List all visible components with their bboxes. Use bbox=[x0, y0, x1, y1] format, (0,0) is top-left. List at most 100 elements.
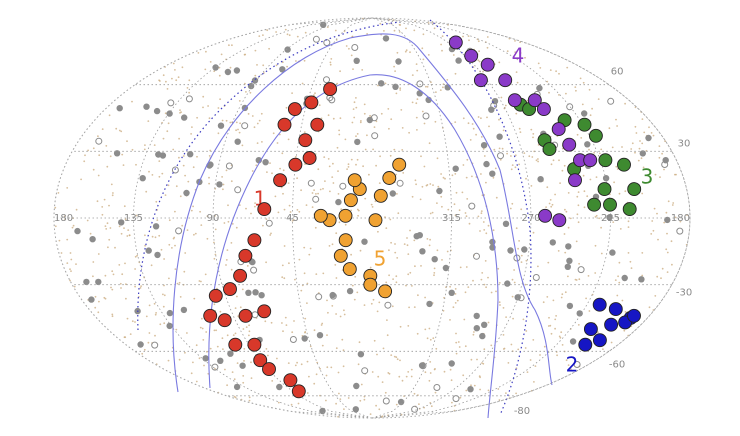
faint-source bbox=[502, 129, 505, 132]
faint-source bbox=[413, 29, 416, 32]
faint-source bbox=[429, 372, 432, 374]
faint-source bbox=[163, 322, 166, 325]
faint-source bbox=[635, 132, 638, 134]
faint-source bbox=[97, 174, 100, 177]
faint-source bbox=[356, 291, 359, 294]
faint-source bbox=[352, 108, 355, 110]
faint-source bbox=[284, 28, 287, 31]
faint-source bbox=[73, 285, 76, 288]
faint-source bbox=[204, 273, 207, 276]
source-marker bbox=[627, 308, 641, 323]
faint-source bbox=[363, 304, 366, 306]
faint-source bbox=[513, 269, 515, 271]
open-source bbox=[361, 367, 369, 375]
faint-source bbox=[214, 228, 217, 231]
faint-source bbox=[461, 191, 464, 194]
faint-source bbox=[221, 119, 224, 122]
grey-source bbox=[581, 110, 588, 117]
faint-source bbox=[585, 297, 587, 300]
faint-source bbox=[256, 122, 259, 125]
grey-source bbox=[521, 246, 528, 253]
faint-source bbox=[344, 223, 347, 226]
faint-source bbox=[168, 219, 171, 222]
faint-source bbox=[131, 148, 134, 151]
faint-source bbox=[158, 175, 161, 178]
faint-source bbox=[232, 334, 235, 336]
faint-source bbox=[458, 346, 461, 348]
source-marker bbox=[480, 57, 495, 72]
faint-source bbox=[514, 154, 517, 157]
grey-source bbox=[181, 114, 188, 121]
faint-source bbox=[123, 227, 125, 230]
faint-source bbox=[246, 265, 249, 267]
faint-source bbox=[339, 315, 342, 318]
grey-source bbox=[262, 159, 269, 166]
faint-source bbox=[454, 302, 457, 304]
faint-source bbox=[494, 167, 497, 170]
faint-source bbox=[134, 268, 137, 270]
faint-source bbox=[640, 157, 643, 160]
faint-source bbox=[426, 85, 429, 88]
faint-source bbox=[567, 364, 570, 366]
faint-source bbox=[478, 60, 481, 63]
faint-source bbox=[236, 362, 239, 364]
faint-source bbox=[611, 146, 614, 149]
group-label: 4 bbox=[512, 44, 525, 68]
faint-source bbox=[435, 91, 437, 93]
faint-source bbox=[202, 95, 205, 98]
faint-source bbox=[322, 272, 325, 275]
faint-source bbox=[145, 190, 148, 193]
grey-source bbox=[166, 322, 173, 330]
faint-source bbox=[389, 154, 392, 157]
faint-source bbox=[125, 297, 127, 300]
open-source bbox=[607, 97, 615, 105]
faint-source bbox=[199, 210, 202, 213]
grey-source bbox=[564, 263, 571, 270]
faint-source bbox=[219, 98, 222, 101]
faint-source bbox=[451, 401, 453, 404]
faint-source bbox=[235, 121, 238, 124]
grey-source bbox=[442, 264, 450, 272]
source-marker bbox=[587, 197, 602, 212]
faint-source bbox=[480, 117, 482, 120]
faint-source bbox=[225, 119, 228, 122]
grey-source bbox=[496, 133, 503, 140]
faint-source bbox=[378, 182, 381, 185]
faint-source bbox=[123, 336, 126, 339]
faint-source bbox=[381, 381, 384, 383]
faint-source bbox=[151, 235, 154, 238]
faint-source bbox=[66, 262, 69, 264]
faint-source bbox=[156, 219, 159, 222]
faint-source bbox=[313, 94, 315, 97]
faint-source bbox=[105, 228, 108, 230]
faint-source bbox=[409, 271, 412, 274]
faint-source bbox=[209, 347, 212, 350]
faint-source bbox=[524, 347, 527, 349]
faint-source bbox=[661, 267, 664, 270]
faint-source bbox=[175, 328, 178, 331]
faint-source bbox=[554, 318, 557, 321]
faint-source bbox=[296, 177, 298, 180]
faint-source bbox=[126, 317, 129, 320]
faint-source bbox=[549, 324, 552, 327]
faint-source bbox=[262, 34, 264, 36]
source-marker bbox=[363, 277, 378, 292]
faint-source bbox=[529, 359, 532, 361]
faint-source bbox=[627, 252, 630, 254]
grey-source bbox=[335, 198, 342, 206]
source-marker bbox=[368, 213, 383, 228]
faint-source bbox=[315, 273, 318, 275]
faint-source bbox=[498, 118, 500, 121]
faint-source bbox=[339, 70, 341, 73]
source-marker bbox=[527, 93, 542, 108]
faint-source bbox=[429, 183, 432, 185]
faint-source bbox=[109, 227, 112, 229]
grey-source bbox=[301, 335, 308, 342]
faint-source bbox=[499, 158, 502, 161]
faint-source bbox=[369, 413, 372, 415]
faint-source bbox=[98, 154, 101, 157]
faint-source bbox=[234, 332, 237, 335]
faint-source bbox=[469, 139, 472, 141]
faint-source bbox=[388, 127, 390, 130]
faint-source bbox=[534, 365, 537, 367]
